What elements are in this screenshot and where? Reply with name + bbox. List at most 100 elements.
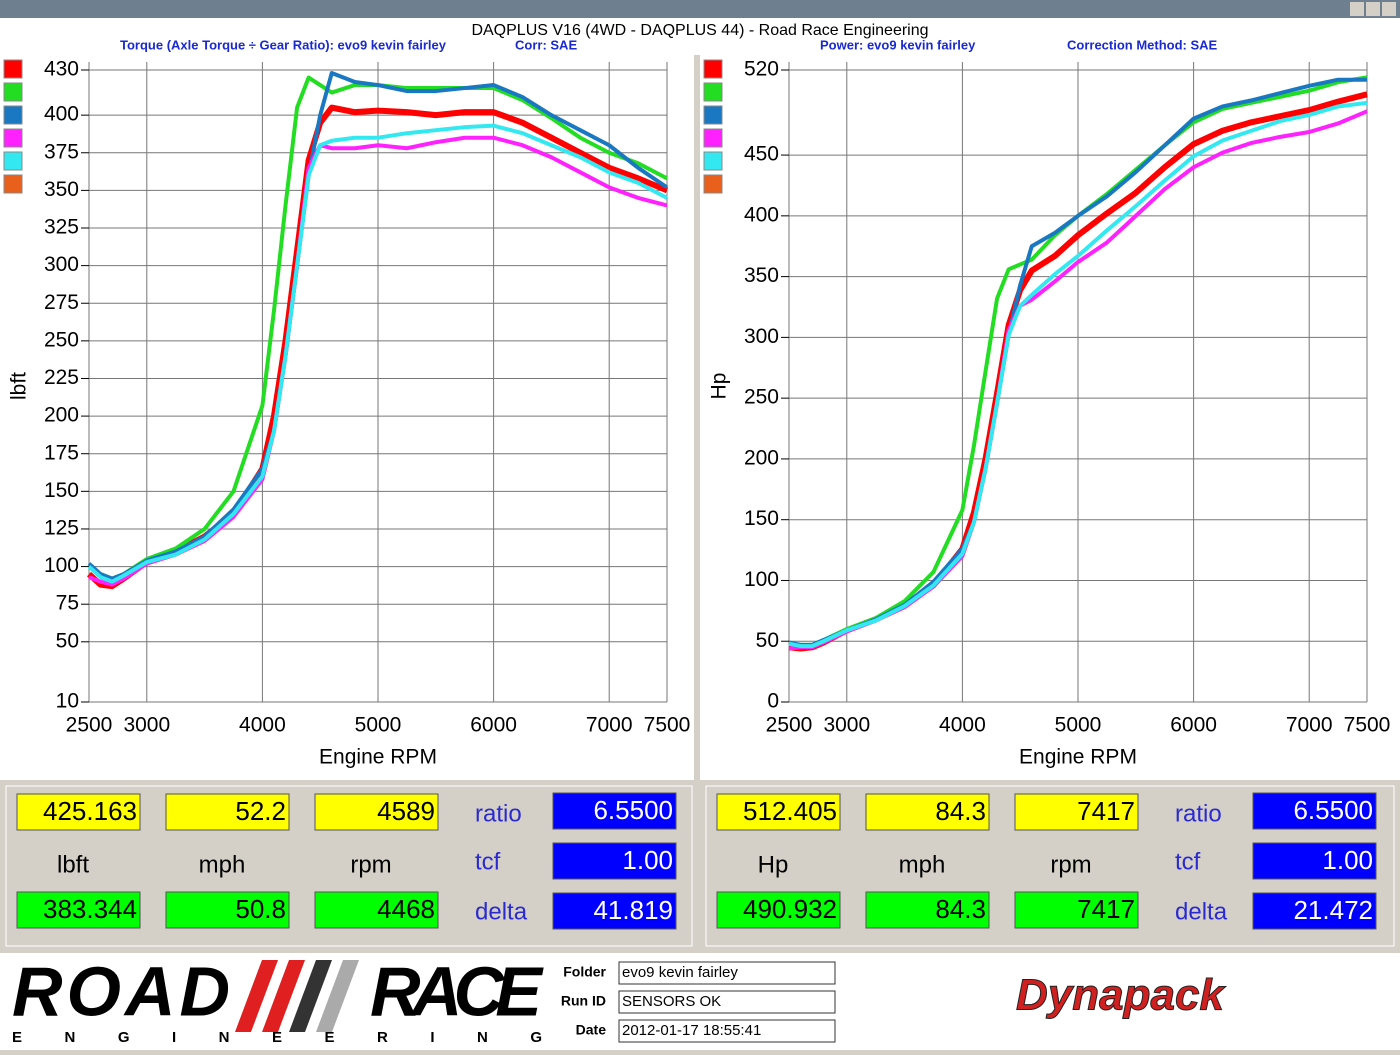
readout-box (16, 793, 141, 831)
readout-box (165, 793, 290, 831)
legend-swatch (703, 105, 723, 125)
readout-unit: rpm (1050, 851, 1091, 878)
x-tick-label: 7000 (586, 714, 633, 737)
y-tick-label: 250 (744, 386, 779, 409)
y-tick-label: 400 (744, 203, 779, 226)
readout-value: 4468 (377, 894, 435, 924)
readout-value: 84.3 (935, 894, 986, 924)
y-axis-label: Hp (708, 373, 731, 400)
y-tick-label: 300 (744, 325, 779, 348)
y-tick-label: 100 (744, 568, 779, 591)
y-tick-label: 0 (767, 690, 779, 713)
legend-swatch (703, 59, 723, 79)
x-tick-label: 4000 (239, 714, 286, 737)
info-label: Folder (563, 964, 606, 980)
readout-box (865, 891, 990, 929)
y-tick-label: 125 (44, 516, 79, 539)
readout-value: 425.163 (43, 796, 137, 826)
y-tick-label: 325 (44, 216, 79, 239)
readout-box (716, 793, 841, 831)
legend-swatch (703, 174, 723, 194)
param-box (1252, 842, 1377, 880)
param-label: delta (475, 898, 528, 925)
maximize-button[interactable] (1366, 2, 1380, 16)
logo-stripe (262, 960, 305, 1032)
readout-box (1014, 793, 1139, 831)
chart-correction: Corr: SAE (515, 37, 577, 52)
chart-correction: Correction Method: SAE (1067, 37, 1218, 52)
x-tick-label: 7500 (1344, 714, 1391, 737)
legend-swatch (3, 174, 23, 194)
y-tick-label: 430 (44, 58, 79, 81)
main-title: DAQPLUS V16 (4WD - DAQPLUS 44) - Road Ra… (471, 22, 928, 39)
info-value: SENSORS OK (622, 993, 721, 1010)
readout-box (314, 891, 439, 929)
param-value: 21.472 (1293, 895, 1373, 925)
readout-value: 50.8 (235, 894, 286, 924)
y-tick-label: 150 (744, 507, 779, 530)
param-value: 6.5500 (1293, 795, 1373, 825)
param-box (552, 892, 677, 930)
x-axis-label: Engine RPM (1019, 746, 1137, 769)
y-tick-label: 100 (44, 554, 79, 577)
x-axis-label: Engine RPM (319, 746, 437, 769)
x-tick-label: 3000 (123, 714, 170, 737)
x-tick-label: 2500 (66, 714, 113, 737)
info-label: Run ID (561, 993, 606, 1009)
y-tick-label: 10 (56, 690, 79, 713)
logo-stripe (289, 960, 332, 1032)
param-label: delta (1175, 898, 1228, 925)
legend-swatch (703, 82, 723, 102)
readout-unit: Hp (758, 851, 789, 878)
legend-swatch (3, 59, 23, 79)
param-label: ratio (475, 800, 522, 827)
param-box (552, 792, 677, 830)
y-tick-label: 250 (44, 328, 79, 351)
readout-value: 4589 (377, 796, 435, 826)
param-label: tcf (1175, 848, 1201, 875)
x-tick-label: 6000 (470, 714, 517, 737)
y-tick-label: 275 (44, 291, 79, 314)
param-box (552, 842, 677, 880)
legend-swatch (3, 82, 23, 102)
readout-value: 7417 (1077, 796, 1135, 826)
legend-swatch (3, 128, 23, 148)
logo-stripe (316, 960, 359, 1032)
readout-box (165, 891, 290, 929)
series-line (87, 123, 668, 584)
readout-unit: mph (199, 851, 246, 878)
param-value: 1.00 (1322, 845, 1373, 875)
info-field (618, 990, 836, 1014)
run-info: Folder evo9 kevin fairley Run ID SENSORS OK… (561, 961, 836, 1043)
param-value: 41.819 (593, 895, 673, 925)
readout-box (716, 891, 841, 929)
info-label: Date (576, 1022, 607, 1038)
x-tick-label: 2500 (766, 714, 813, 737)
x-tick-label: 6000 (1170, 714, 1217, 737)
title-bar (0, 0, 1400, 18)
y-axis-label: lbft (8, 372, 31, 400)
minimize-button[interactable] (1350, 2, 1364, 16)
readout-value: 383.344 (43, 894, 137, 924)
readout-value: 52.2 (235, 796, 286, 826)
x-tick-label: 5000 (1055, 714, 1102, 737)
x-tick-label: 7500 (644, 714, 691, 737)
brand-logo: Dynapack (1016, 971, 1226, 1020)
info-value: 2012-01-17 18:55:41 (622, 1022, 761, 1039)
y-tick-label: 150 (44, 479, 79, 502)
y-tick-label: 75 (56, 592, 79, 615)
readout-value: 490.932 (743, 894, 837, 924)
y-tick-label: 350 (44, 178, 79, 201)
info-field (618, 961, 836, 985)
y-tick-label: 225 (44, 366, 79, 389)
y-tick-label: 175 (44, 441, 79, 464)
x-tick-label: 5000 (355, 714, 402, 737)
readout-unit: rpm (350, 851, 391, 878)
y-tick-label: 50 (56, 629, 79, 652)
close-button[interactable] (1382, 2, 1396, 16)
y-tick-label: 520 (744, 58, 779, 81)
chart-subtitle: Power: evo9 kevin fairley (820, 37, 976, 52)
legend-swatch (703, 128, 723, 148)
